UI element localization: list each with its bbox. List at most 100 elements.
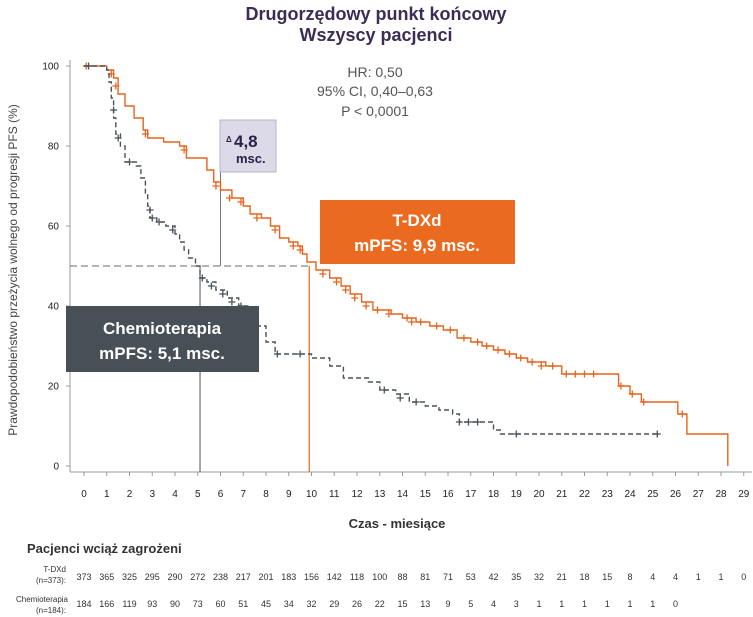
risk-value: 35 [511, 572, 521, 582]
risk-value: 15 [397, 599, 407, 609]
tdxd-censor-mark [483, 342, 491, 350]
tdxd-censor-mark [237, 198, 245, 206]
x-tick-label: 13 [374, 489, 386, 500]
chemo-censor-mark [474, 418, 482, 426]
risk-value: 373 [76, 572, 91, 582]
risk-row-chemo-label: Chemioterapia [16, 595, 69, 604]
chemo-censor-mark [146, 206, 154, 214]
x-tick-label: 17 [465, 489, 477, 500]
chemo-censor-mark [228, 298, 236, 306]
risk-value: 184 [76, 599, 91, 609]
risk-value: 3 [514, 599, 519, 609]
risk-value: 290 [167, 572, 182, 582]
risk-row-chemo-n: (n=184): [36, 606, 66, 615]
risk-value: 71 [443, 572, 453, 582]
chemo-censor-mark [396, 394, 404, 402]
x-tick-label: 18 [488, 489, 500, 500]
x-tick-label: 16 [442, 489, 454, 500]
risk-value: 53 [466, 572, 476, 582]
ci-text: 95% CI, 0,40–0,63 [317, 83, 433, 99]
chart-title: Drugorzędowy punkt końcowy [245, 4, 506, 24]
tdxd-censor-mark [417, 318, 425, 326]
chemo-censor-mark [155, 218, 163, 226]
chemo-censor-mark [219, 290, 227, 298]
y-tick-label: 60 [48, 222, 60, 233]
risk-value: 81 [420, 572, 430, 582]
risk-value: 34 [284, 599, 294, 609]
x-tick-label: 9 [286, 489, 292, 500]
tdxd-censor-mark [494, 346, 502, 354]
x-tick-label: 20 [533, 489, 545, 500]
x-tick-label: 22 [579, 489, 591, 500]
risk-value: 100 [372, 572, 387, 582]
risk-value: 0 [673, 599, 678, 609]
chemo-censor-mark [464, 418, 472, 426]
x-tick-label: 2 [127, 489, 133, 500]
risk-value: 238 [213, 572, 228, 582]
risk-value: 0 [741, 572, 746, 582]
tdxd-censor-mark [373, 306, 381, 314]
tdxd-censor-mark [640, 398, 648, 406]
risk-row-tdxd-n: (n=373): [36, 576, 66, 585]
risk-value: 4 [673, 572, 678, 582]
tdxd-censor-mark [212, 182, 220, 190]
risk-value: 1 [696, 572, 701, 582]
risk-value: 4 [491, 599, 496, 609]
tdxd-censor-mark [571, 370, 579, 378]
risk-value: 9 [445, 599, 450, 609]
x-tick-label: 25 [647, 489, 659, 500]
x-tick-label: 10 [306, 489, 318, 500]
tdxd-censor-mark [333, 278, 341, 286]
risk-value: 93 [147, 599, 157, 609]
x-tick-label: 0 [81, 489, 87, 500]
tdxd-label-median: mPFS: 9,9 msc. [354, 236, 480, 255]
tdxd-censor-mark [581, 370, 588, 378]
risk-value: 118 [350, 572, 364, 582]
x-tick-label: 29 [738, 489, 750, 500]
tdxd-censor-mark [351, 294, 359, 302]
risk-table-title: Pacjenci wciąż zagrożeni [27, 541, 182, 556]
tdxd-censor-mark [112, 82, 120, 90]
risk-value: 295 [145, 572, 160, 582]
risk-value: 183 [281, 572, 296, 582]
tdxd-censor-mark [460, 334, 468, 342]
chemo-censor-mark [110, 106, 118, 114]
tdxd-censor-mark [537, 362, 545, 370]
x-tick-label: 27 [693, 489, 705, 500]
x-tick-label: 1 [104, 489, 110, 500]
chemo-label-box [66, 306, 259, 372]
chemo-censor-mark [273, 350, 281, 358]
chemo-censor-mark [169, 226, 177, 234]
x-tick-label: 6 [218, 489, 224, 500]
risk-value: 88 [397, 572, 407, 582]
tdxd-censor-mark [141, 130, 149, 138]
risk-value: 73 [193, 599, 203, 609]
risk-value: 166 [99, 599, 114, 609]
risk-value: 217 [236, 572, 251, 582]
chemo-censor-mark [126, 158, 133, 166]
delta-unit: msc. [236, 151, 266, 166]
risk-value: 29 [329, 599, 339, 609]
chemo-censor-mark [380, 386, 388, 394]
p-value-text: P < 0,0001 [341, 103, 409, 119]
risk-value: 60 [215, 599, 225, 609]
risk-values: 373 365 325 295 290 272 238 217 201 183 156 142 118 1… [76, 572, 746, 609]
tdxd-censor-mark [446, 326, 454, 334]
chemo-censor-mark [653, 430, 661, 438]
x-tick-label: 23 [602, 489, 614, 500]
y-tick-label: 100 [42, 62, 59, 73]
risk-value: 1 [536, 599, 541, 609]
x-tick-label: 15 [420, 489, 432, 500]
x-axis-label: Czas - miesiące [349, 516, 446, 531]
risk-value: 1 [650, 599, 655, 609]
y-ticks: 0 20 40 60 80 100 [42, 62, 70, 473]
x-tick-label: 21 [556, 489, 568, 500]
tdxd-curve [84, 65, 729, 466]
risk-value: 42 [488, 572, 498, 582]
chemo-censor-mark [207, 282, 215, 290]
x-tick-label: 19 [511, 489, 523, 500]
risk-value: 21 [557, 572, 567, 582]
risk-value: 8 [627, 572, 632, 582]
chemo-label-name: Chemioterapia [103, 319, 222, 338]
tdxd-censor-mark [271, 226, 279, 234]
